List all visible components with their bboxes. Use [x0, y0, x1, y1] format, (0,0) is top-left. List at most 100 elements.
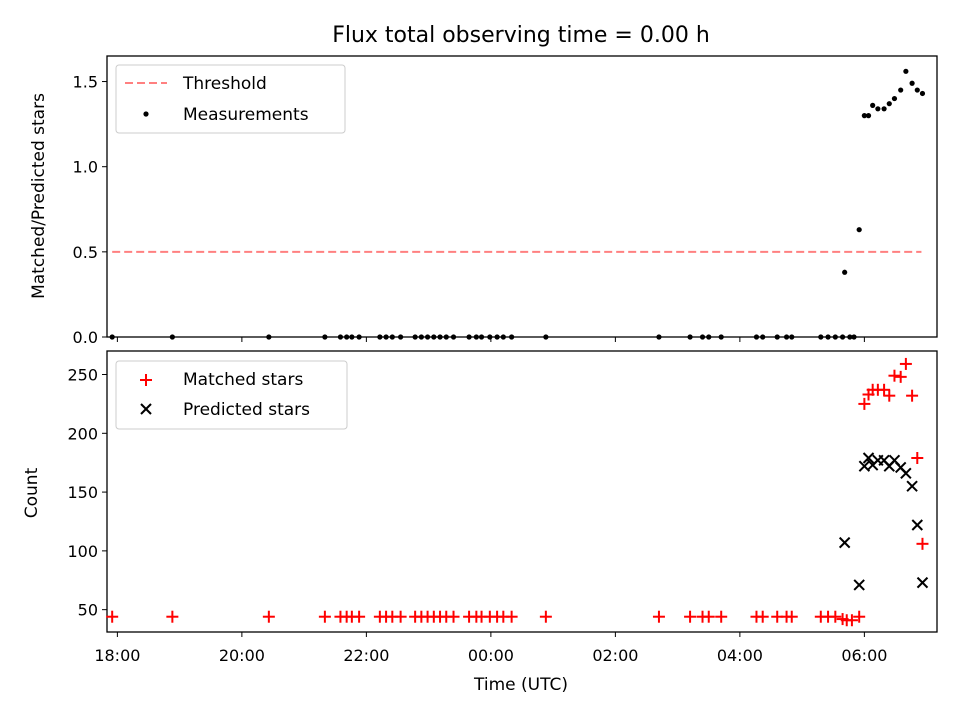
measurement-point	[789, 334, 795, 340]
measurement-point	[856, 227, 862, 233]
matched-stars-point	[318, 610, 331, 623]
top-y-tick-label: 1.0	[73, 158, 98, 177]
bottom-plot-frame	[106, 350, 938, 633]
legend-matched-label: Matched stars	[183, 370, 303, 390]
measurement-point	[344, 334, 350, 340]
predicted-stars-point	[862, 452, 875, 464]
measurement-point	[898, 87, 904, 93]
measurement-point	[839, 334, 846, 340]
measurement-point	[891, 95, 898, 102]
top-panel: 0.0 0.5 1.0 1.5 Matched/Predicted stars Thr…	[29, 55, 938, 347]
matched-stars-point	[106, 610, 119, 623]
measurement-point	[431, 334, 437, 340]
measurement-point	[886, 101, 892, 107]
measurement-point	[851, 334, 857, 340]
matched-stars-point	[505, 610, 518, 623]
measurement-point	[337, 334, 344, 340]
x-tick-label: 20:00	[219, 646, 265, 665]
measurement-point	[356, 334, 362, 340]
bottom-panel: 50 100 150 200 250 18:00 20:00 22:00 00:00 02:00…	[22, 350, 938, 695]
bottom-legend-box	[115, 360, 348, 430]
matched-stars-point	[652, 610, 665, 623]
measurement-point	[377, 334, 383, 340]
measurement-point	[473, 334, 479, 340]
matched-stars-point	[785, 610, 798, 623]
top-y-tick-label: 0.0	[73, 328, 98, 347]
predicted-stars-point	[916, 576, 929, 589]
measurement-point	[543, 334, 549, 340]
top-legend: Threshold Measurements	[115, 64, 346, 134]
measurement-point	[687, 334, 693, 340]
matched-stars-point	[878, 383, 891, 396]
x-tick-label: 02:00	[592, 646, 638, 665]
measurement-point	[656, 334, 662, 340]
legend-measurements-label: Measurements	[183, 105, 309, 125]
top-y-ticks: 0.0 0.5 1.0 1.5	[73, 73, 107, 347]
x-axis-label: Time (UTC)	[473, 675, 568, 695]
measurement-point	[881, 106, 887, 112]
bottom-y-tick-label: 100	[67, 542, 98, 561]
matched-stars-point	[539, 610, 552, 623]
measurement-point	[832, 334, 838, 340]
matched-stars-point	[829, 610, 842, 623]
measurement-point	[909, 80, 915, 86]
matched-stars-point	[353, 610, 366, 623]
measurement-point	[322, 334, 328, 340]
top-y-tick-label: 1.5	[73, 73, 98, 92]
predicted-stars-point	[838, 536, 851, 549]
bottom-legend: Matched stars Predicted stars	[115, 360, 348, 430]
measurement-point	[450, 334, 457, 340]
top-plot-frame	[106, 55, 938, 338]
matched-stars-point	[916, 537, 929, 550]
x-tick-label: 18:00	[94, 646, 140, 665]
measurement-point	[718, 334, 724, 340]
predicted-stars-point	[911, 519, 923, 531]
matched-stars-point	[853, 610, 866, 623]
bottom-y-tick-label: 150	[67, 483, 98, 502]
matched-stars-point	[394, 610, 407, 623]
matched-stars-point	[447, 610, 460, 623]
measurement-point	[842, 269, 848, 275]
measurement-point	[875, 106, 881, 112]
top-data-marks	[109, 68, 926, 340]
x-tick-label: 06:00	[841, 646, 887, 665]
bottom-y-tick-label: 250	[67, 366, 98, 385]
measurement-point	[349, 334, 355, 340]
measurement-point	[398, 334, 404, 340]
bottom-y-ticks: 50 100 150 200 250	[67, 366, 107, 620]
predicted-stars-point	[900, 467, 912, 479]
bottom-x-ticks: 18:00 20:00 22:00 00:00 02:00 04:00 06:00	[94, 632, 887, 665]
bottom-y-tick-label: 50	[78, 601, 98, 620]
measurement-point	[914, 87, 920, 93]
legend-matched-swatch	[140, 374, 152, 386]
measurement-point	[437, 334, 443, 340]
measurement-point	[412, 334, 418, 340]
top-legend-box	[115, 64, 346, 134]
measurement-point	[825, 334, 831, 340]
measurement-point	[424, 334, 431, 340]
matched-stars-point	[899, 357, 912, 370]
measurement-point	[774, 334, 780, 340]
measurement-point	[753, 334, 760, 340]
measurement-point	[109, 334, 115, 340]
legend-threshold-label: Threshold	[182, 74, 267, 94]
matched-stars-point	[858, 397, 871, 410]
measurement-point	[706, 334, 712, 340]
measurement-point	[500, 334, 506, 340]
matched-stars-point	[166, 610, 179, 623]
matched-stars-point	[684, 610, 697, 623]
top-x-ticks	[116, 337, 865, 342]
measurement-point	[919, 90, 926, 97]
bottom-y-axis-label: Count	[22, 467, 42, 518]
measurement-point	[847, 334, 853, 340]
measurement-point	[478, 334, 485, 340]
measurement-point	[383, 334, 389, 340]
matched-stars-point	[883, 389, 896, 402]
bottom-y-tick-label: 200	[67, 424, 98, 443]
measurement-point	[870, 102, 876, 108]
bottom-data-marks	[106, 357, 929, 627]
matched-stars-point	[262, 610, 275, 623]
matched-stars-point	[715, 610, 728, 623]
measurement-point	[487, 334, 493, 340]
measurement-point	[443, 334, 449, 340]
